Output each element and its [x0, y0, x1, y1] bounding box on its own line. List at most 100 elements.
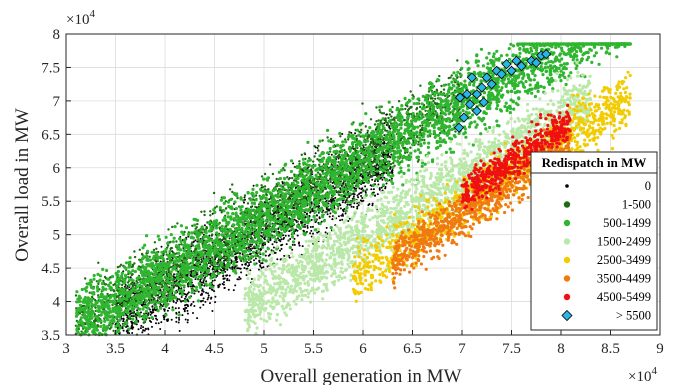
- scatter-point: [318, 222, 322, 226]
- scatter-point: [326, 208, 329, 211]
- scatter-point: [243, 201, 245, 204]
- scatter-point: [271, 243, 274, 246]
- scatter-point: [362, 199, 365, 202]
- scatter-point: [356, 207, 359, 210]
- scatter-point: [186, 309, 189, 312]
- scatter-point: [328, 215, 331, 218]
- scatter-point: [140, 311, 142, 314]
- scatter-point: [132, 315, 135, 318]
- scatter-point: [254, 205, 257, 209]
- scatter-point: [200, 300, 202, 303]
- scatter-point: [337, 215, 340, 218]
- scatter-point: [391, 105, 394, 109]
- scatter-point: [268, 253, 271, 256]
- scatter-point: [341, 213, 344, 216]
- scatter-point: [118, 302, 122, 305]
- scatter-point: [280, 247, 283, 250]
- scatter-point: [287, 197, 290, 200]
- scatter-point: [156, 299, 159, 302]
- scatter-point: [147, 328, 150, 331]
- scatter-point: [381, 155, 384, 158]
- scatter-point: [196, 271, 199, 275]
- scatter-point: [424, 109, 427, 113]
- scatter-point: [344, 212, 347, 215]
- scatter-point: [192, 312, 194, 314]
- scatter-point: [263, 185, 267, 188]
- scatter-point: [298, 160, 301, 163]
- scatter-point: [177, 307, 180, 310]
- scatter-point: [375, 106, 378, 109]
- scatter-point: [434, 102, 437, 105]
- scatter-point: [112, 290, 116, 293]
- scatter-point: [199, 306, 202, 309]
- scatter-point: [374, 164, 377, 167]
- scatter-point: [450, 80, 454, 84]
- scatter-point: [355, 137, 359, 140]
- scatter-point: [160, 245, 163, 248]
- scatter-point: [293, 202, 297, 205]
- scatter-point: [212, 191, 216, 195]
- scatter-point: [295, 228, 297, 231]
- scatter-point: [356, 205, 359, 208]
- scatter-point: [376, 167, 379, 170]
- scatter-point: [157, 290, 161, 294]
- scatter-point: [356, 194, 359, 197]
- scatter-point: [415, 106, 419, 110]
- scatter-point: [213, 290, 216, 293]
- scatter-point: [174, 307, 177, 310]
- scatter-point: [346, 203, 349, 206]
- scatter-point: [211, 233, 214, 236]
- scatter-point: [209, 265, 212, 268]
- scatter-point: [330, 153, 333, 156]
- scatter-point: [303, 152, 306, 155]
- scatter-point: [128, 310, 131, 313]
- scatter-point: [190, 303, 193, 305]
- scatter-point: [353, 193, 356, 196]
- scatter-point: [201, 284, 203, 286]
- scatter-point: [144, 303, 146, 306]
- scatter-point: [183, 297, 186, 300]
- scatter-point: [211, 212, 214, 215]
- scatter-point: [385, 182, 388, 185]
- scatter-point: [263, 172, 267, 176]
- scatter-point: [258, 259, 261, 262]
- scatter-point: [391, 110, 394, 114]
- scatter-point: [301, 245, 304, 248]
- scatter-point: [264, 227, 267, 230]
- scatter-point: [163, 308, 165, 311]
- scatter-point: [178, 298, 181, 301]
- scatter-point: [349, 203, 352, 206]
- scatter-point: [328, 150, 332, 153]
- scatter-point: [263, 241, 266, 245]
- scatter-point: [368, 203, 371, 205]
- scatter-point: [380, 173, 385, 177]
- scatter-point: [276, 184, 279, 188]
- scatter-point: [185, 307, 188, 309]
- scatter-point: [112, 329, 115, 333]
- scatter-point: [165, 318, 168, 321]
- scatter-point: [183, 308, 186, 311]
- scatter-point: [203, 210, 206, 213]
- scatter-point: [318, 163, 321, 166]
- scatter-point: [223, 287, 226, 289]
- scatter-point: [411, 93, 414, 97]
- scatter-point: [140, 304, 143, 307]
- scatter-point: [192, 284, 195, 287]
- scatter-point: [236, 260, 239, 263]
- scatter-point: [118, 265, 122, 268]
- scatter-point: [236, 278, 239, 281]
- scatter-point: [248, 264, 251, 266]
- scatter-point: [289, 238, 292, 240]
- scatter-point: [255, 249, 258, 253]
- scatter-point: [342, 214, 344, 217]
- scatter-point: [175, 284, 178, 288]
- scatter-point: [252, 184, 255, 187]
- scatter-point: [368, 173, 371, 176]
- scatter-point: [160, 321, 163, 324]
- scatter-point: [228, 279, 231, 282]
- scatter-point: [196, 299, 200, 303]
- scatter-point: [159, 328, 162, 330]
- scatter-point: [130, 321, 133, 324]
- scatter-point: [447, 76, 450, 80]
- scatter-point: [314, 152, 317, 155]
